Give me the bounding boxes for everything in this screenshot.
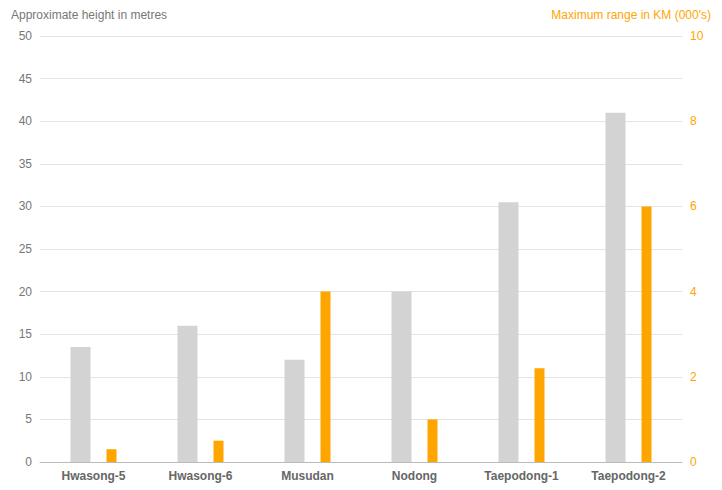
svg-text:Nodong: Nodong: [392, 469, 437, 483]
svg-text:2: 2: [690, 370, 697, 384]
svg-text:4: 4: [690, 285, 697, 299]
svg-text:20: 20: [19, 285, 33, 299]
svg-text:25: 25: [19, 242, 33, 256]
svg-text:10: 10: [19, 370, 33, 384]
svg-text:Hwasong-5: Hwasong-5: [61, 469, 125, 483]
svg-text:Taepodong-1: Taepodong-1: [484, 469, 559, 483]
svg-text:40: 40: [19, 114, 33, 128]
svg-text:30: 30: [19, 199, 33, 213]
svg-text:0: 0: [25, 455, 32, 469]
svg-text:15: 15: [19, 327, 33, 341]
svg-text:Hwasong-6: Hwasong-6: [168, 469, 232, 483]
svg-text:5: 5: [25, 412, 32, 426]
svg-text:8: 8: [690, 114, 697, 128]
svg-text:10: 10: [690, 29, 704, 43]
svg-text:Musudan: Musudan: [281, 469, 334, 483]
svg-text:35: 35: [19, 157, 33, 171]
svg-text:Approximate height in metres: Approximate height in metres: [11, 8, 167, 22]
svg-text:50: 50: [19, 29, 33, 43]
svg-text:Taepodong-2: Taepodong-2: [591, 469, 666, 483]
svg-text:6: 6: [690, 199, 697, 213]
svg-text:45: 45: [19, 72, 33, 86]
svg-text:0: 0: [690, 455, 697, 469]
svg-text:Maximum range in KM (000's): Maximum range in KM (000's): [551, 8, 711, 22]
